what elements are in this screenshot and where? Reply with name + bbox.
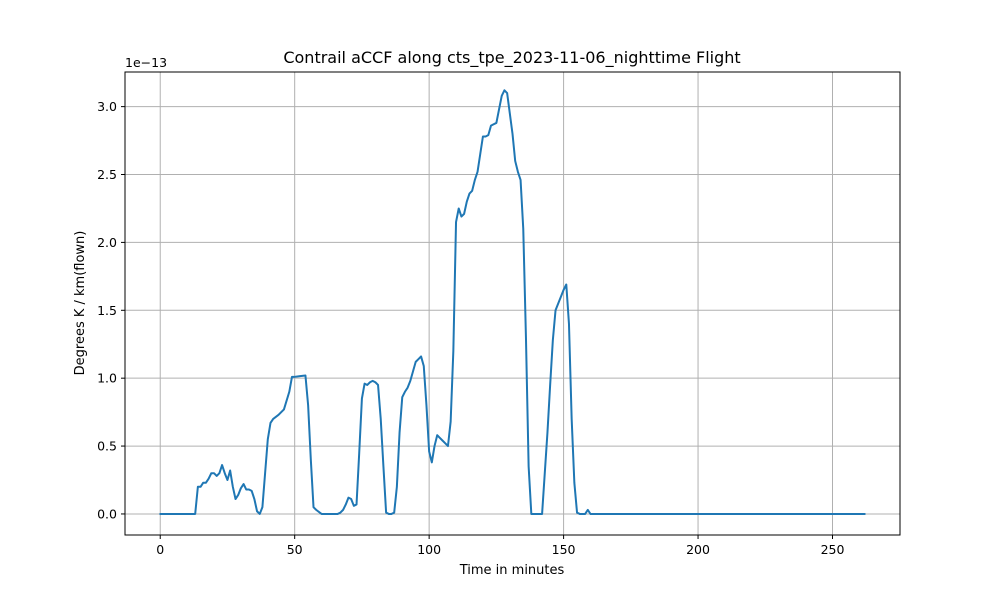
y-offset-label: 1e−13 <box>125 55 167 70</box>
x-tick-label: 0 <box>156 542 164 557</box>
axis-ticks: 0 50 100 150 200 250 0.0 0.5 1.0 1.5 2.0 2.5 3.0 <box>97 99 844 557</box>
y-tick-label: 2.5 <box>97 167 117 182</box>
y-tick-label: 1.5 <box>97 303 117 318</box>
y-tick-label: 0.0 <box>97 506 117 521</box>
x-tick-label: 200 <box>686 542 710 557</box>
plot-frame <box>124 71 901 536</box>
y-axis-label: Degrees K / km(flown) <box>73 231 88 376</box>
x-tick-label: 100 <box>417 542 441 557</box>
chart-title: Contrail aCCF along cts_tpe_2023-11-06_n… <box>283 48 740 68</box>
y-tick-label: 1.0 <box>97 371 117 386</box>
y-tick-label: 2.0 <box>97 235 117 250</box>
grid <box>125 72 900 535</box>
x-axis-label: Time in minutes <box>459 563 565 578</box>
y-tick-label: 3.0 <box>97 99 117 114</box>
x-tick-label: 150 <box>552 542 576 557</box>
y-tick-label: 0.5 <box>97 439 117 454</box>
x-tick-label: 250 <box>821 542 845 557</box>
x-tick-label: 50 <box>287 542 303 557</box>
series-line <box>159 89 866 515</box>
